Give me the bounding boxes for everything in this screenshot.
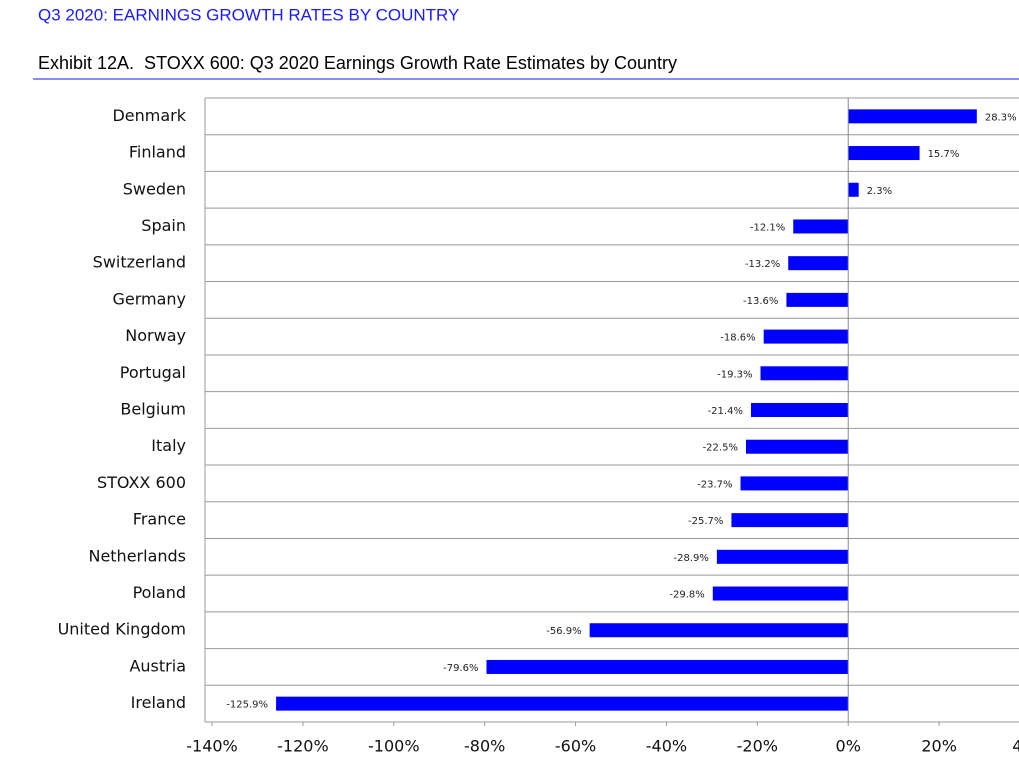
x-tick-label: -20% — [737, 737, 778, 756]
bar — [486, 659, 849, 674]
bar — [763, 329, 849, 344]
bar — [788, 256, 849, 271]
bar — [589, 623, 849, 638]
x-tick-label: -140% — [186, 737, 238, 756]
chart-subtitle: Exhibit 12A. STOXX 600: Q3 2020 Earnings… — [38, 53, 677, 73]
value-label: -18.6% — [720, 333, 755, 344]
bar — [745, 439, 849, 454]
y-tick-label: United Kingdom — [58, 620, 186, 639]
value-label: -79.6% — [443, 663, 478, 674]
y-tick-label: Poland — [133, 583, 186, 602]
x-tick-label: -100% — [368, 737, 420, 756]
bar — [848, 109, 977, 124]
y-tick-label: Sweden — [123, 179, 186, 198]
x-tick-label: -40% — [646, 737, 687, 756]
bar — [740, 476, 849, 491]
value-label: -19.3% — [717, 369, 752, 380]
x-tick-label: 40% — [1012, 737, 1019, 756]
y-tick-label: Germany — [112, 289, 186, 308]
bar — [848, 146, 920, 161]
value-label: -21.4% — [708, 406, 743, 417]
y-tick-label: Belgium — [120, 400, 186, 419]
value-label: 28.3% — [985, 112, 1017, 123]
x-tick-label: -120% — [277, 737, 329, 756]
bar — [786, 292, 849, 307]
chart-title: Q3 2020: EARNINGS GROWTH RATES BY COUNTR… — [38, 5, 459, 24]
value-label: 15.7% — [928, 149, 960, 160]
value-label: -22.5% — [703, 443, 738, 454]
x-tick-label: -60% — [555, 737, 596, 756]
value-label: -28.9% — [673, 553, 708, 564]
x-tick-label: -80% — [464, 737, 505, 756]
bar — [716, 549, 849, 564]
y-tick-label: Italy — [151, 436, 186, 455]
y-tick-label: Ireland — [131, 693, 186, 712]
y-tick-label: Denmark — [112, 106, 186, 125]
y-tick-label: Netherlands — [88, 546, 186, 565]
value-label: 2.3% — [867, 186, 892, 197]
bar — [731, 513, 849, 528]
y-tick-label: Finland — [129, 143, 186, 162]
bar — [848, 182, 859, 197]
bar — [712, 586, 849, 601]
value-label: -29.8% — [669, 590, 704, 601]
y-tick-label: Switzerland — [93, 253, 186, 272]
value-label: -56.9% — [546, 626, 581, 637]
value-label: -25.7% — [688, 516, 723, 527]
x-tick-label: 20% — [921, 737, 957, 756]
x-tick-label: 0% — [836, 737, 861, 756]
bar — [793, 219, 849, 234]
value-label: -125.9% — [226, 700, 268, 711]
y-tick-label: STOXX 600 — [97, 473, 186, 492]
bar — [760, 366, 849, 381]
y-tick-label: Austria — [129, 656, 186, 675]
y-tick-label: Spain — [141, 216, 186, 235]
value-label: -13.2% — [745, 259, 780, 270]
y-tick-label: Portugal — [120, 363, 186, 382]
bar — [276, 696, 849, 711]
value-label: -13.6% — [743, 296, 778, 307]
value-label: -23.7% — [697, 479, 732, 490]
y-tick-label: Norway — [125, 326, 186, 345]
bar — [750, 403, 849, 417]
value-label: -12.1% — [750, 222, 785, 233]
y-tick-label: France — [133, 510, 186, 529]
